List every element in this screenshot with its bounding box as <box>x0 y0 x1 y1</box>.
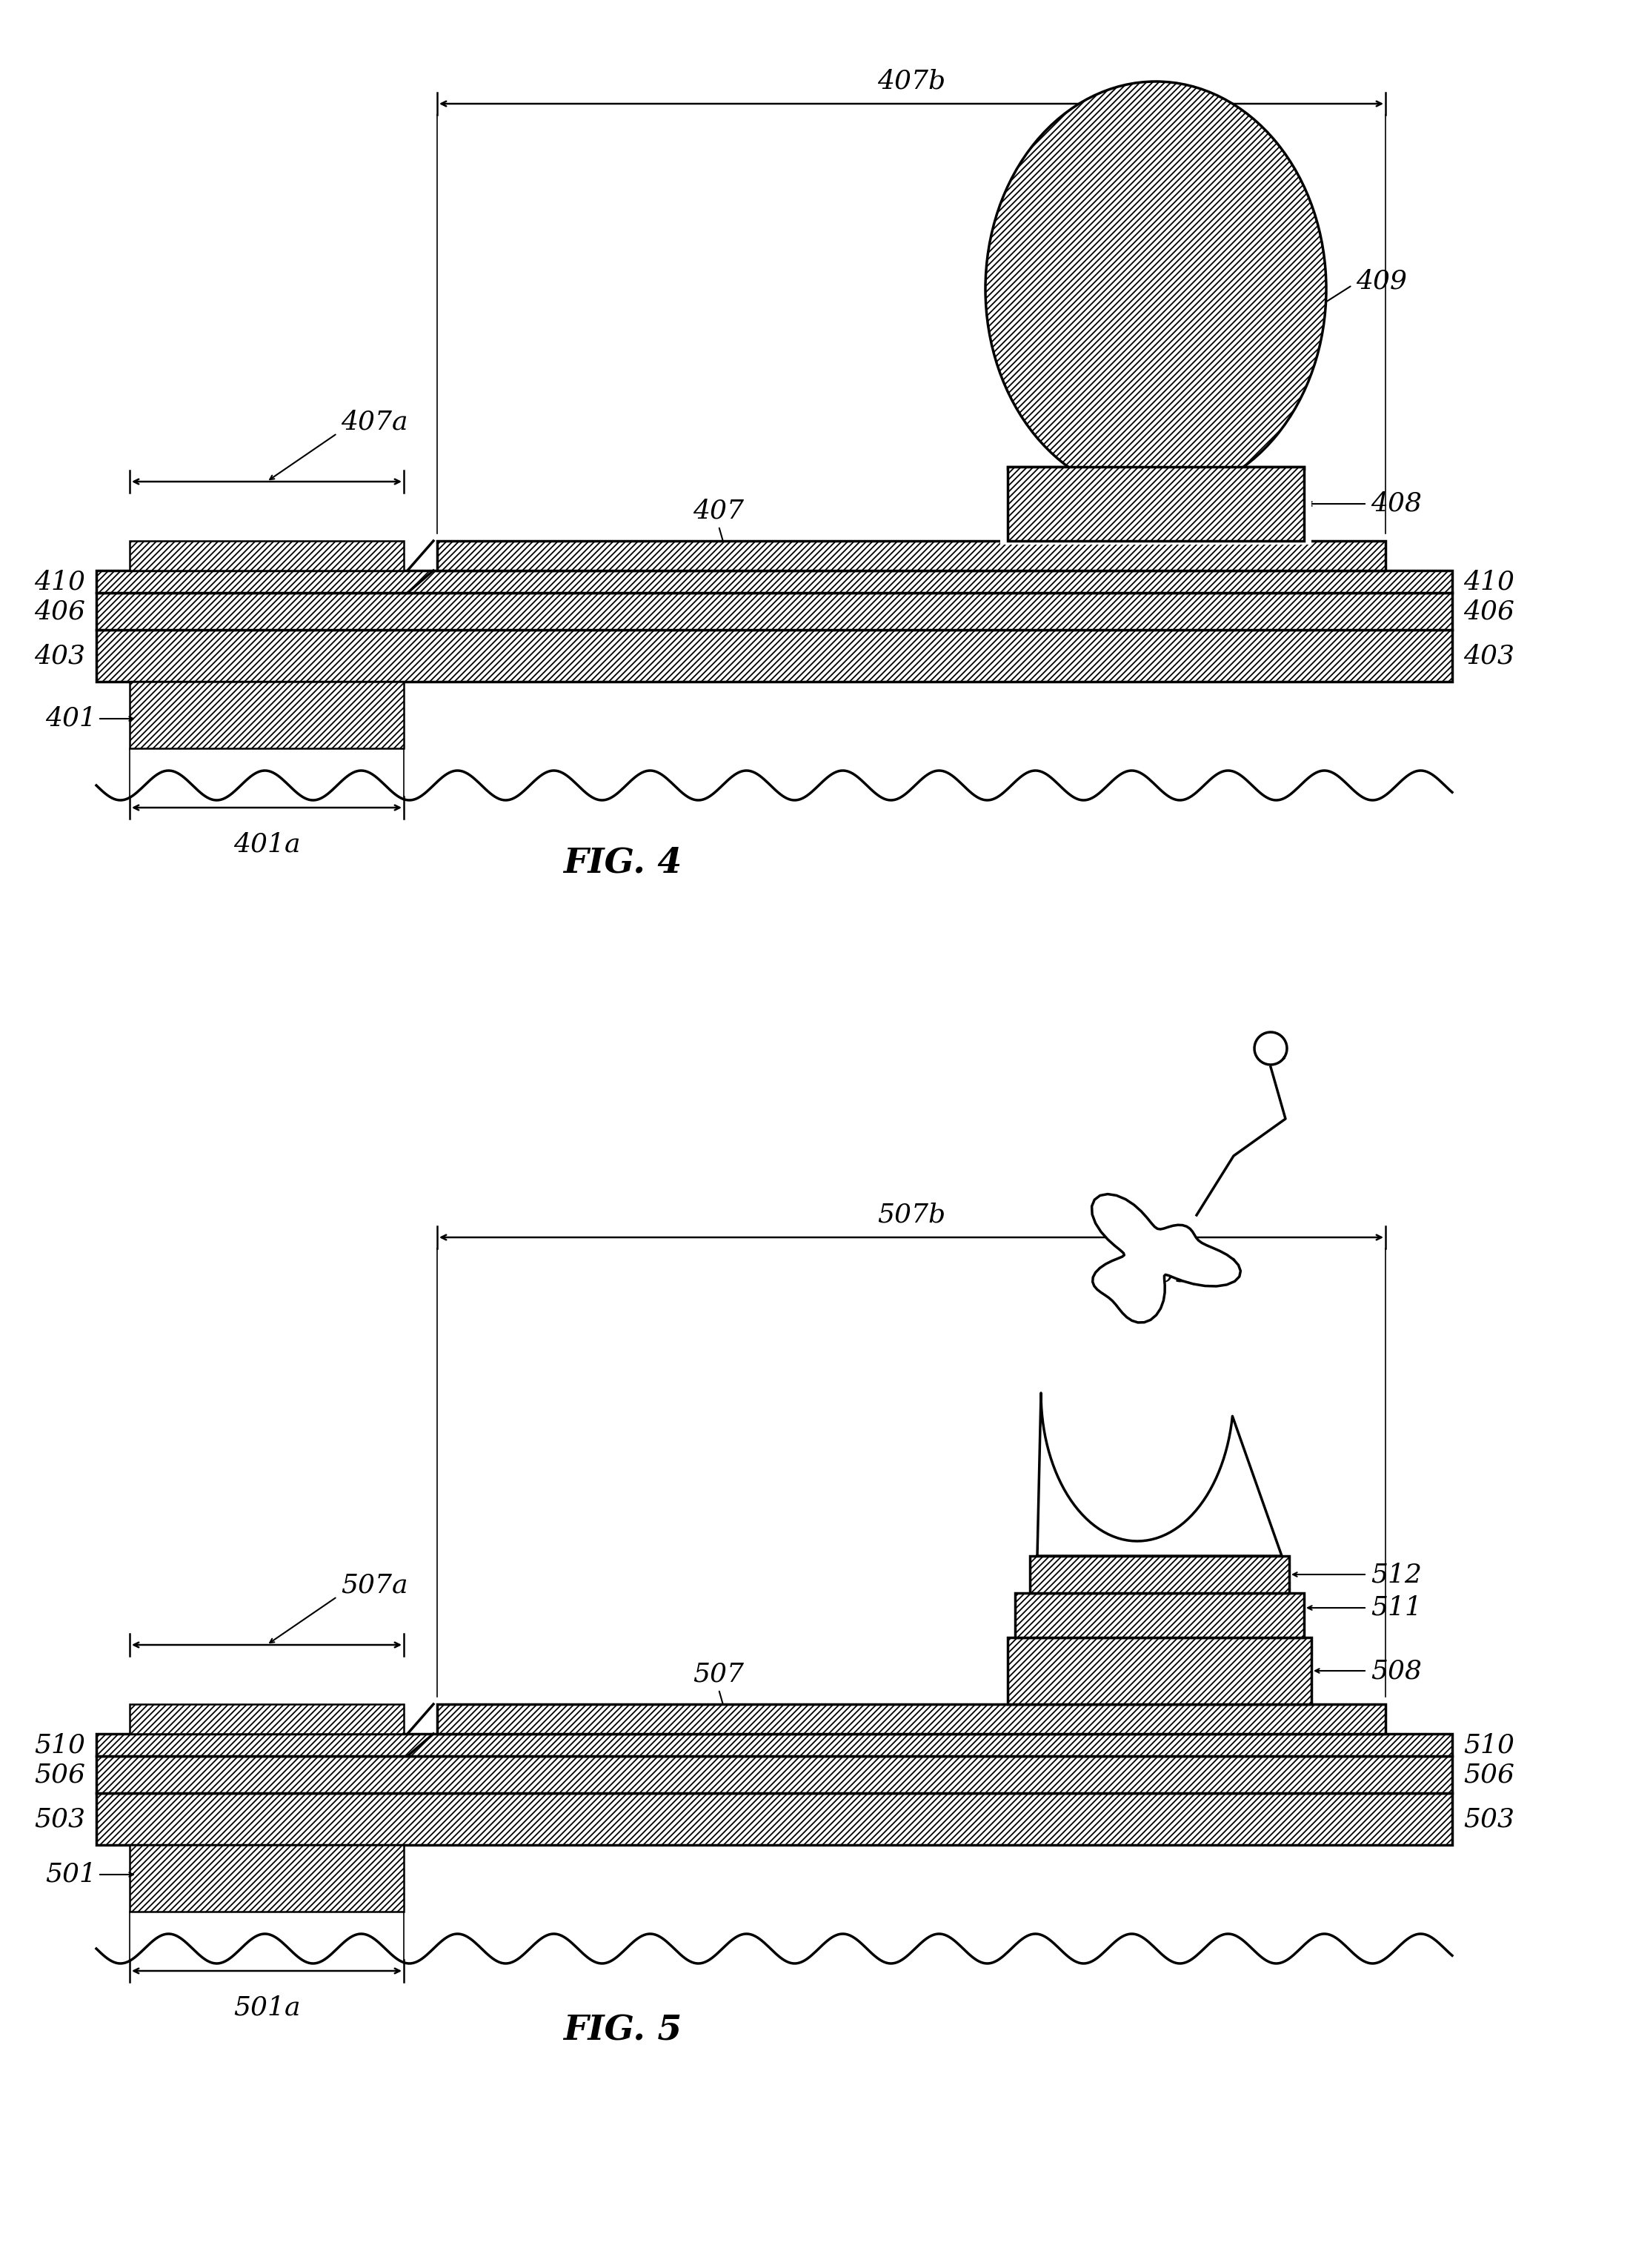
Polygon shape <box>1092 1193 1240 1322</box>
Text: 401a: 401a <box>233 832 300 857</box>
Text: 410: 410 <box>1464 569 1514 594</box>
Text: FIG. 5: FIG. 5 <box>562 2014 681 2048</box>
Bar <box>437 540 1386 572</box>
Text: 407: 407 <box>693 499 745 524</box>
Text: 511: 511 <box>1371 1594 1421 1619</box>
Bar <box>130 540 404 572</box>
Text: 506: 506 <box>1464 1762 1514 1787</box>
Bar <box>1007 467 1304 540</box>
Text: 403: 403 <box>34 644 85 669</box>
Text: 507: 507 <box>693 1662 745 1687</box>
Text: 501: 501 <box>46 1862 96 1887</box>
Bar <box>130 683 404 748</box>
Bar <box>130 1703 404 1733</box>
Text: 410: 410 <box>34 569 85 594</box>
Text: 510: 510 <box>34 1733 85 1758</box>
Text: 403: 403 <box>1464 644 1514 669</box>
Polygon shape <box>1037 1393 1281 1556</box>
Text: 507b: 507b <box>877 1202 945 1227</box>
Bar <box>437 1703 1386 1733</box>
Text: 401: 401 <box>46 705 96 730</box>
Bar <box>96 572 1452 592</box>
Bar <box>404 540 437 592</box>
Text: 501a: 501a <box>233 1996 300 2021</box>
Ellipse shape <box>986 82 1327 497</box>
Bar <box>96 1733 1452 1755</box>
Bar <box>1007 467 1304 540</box>
Bar <box>96 631 1452 683</box>
Text: 406: 406 <box>34 599 85 624</box>
Text: 407a: 407a <box>341 411 408 435</box>
Bar <box>96 1755 1452 1794</box>
Text: 509: 509 <box>1141 1261 1192 1286</box>
Text: 408: 408 <box>1371 492 1421 517</box>
Text: 506: 506 <box>34 1762 85 1787</box>
Bar <box>96 1794 1452 1844</box>
Bar <box>130 1844 404 1912</box>
Text: 508: 508 <box>1371 1658 1421 1683</box>
Text: 512: 512 <box>1371 1563 1421 1588</box>
Bar <box>1001 469 1312 544</box>
Text: 507a: 507a <box>341 1574 408 1599</box>
Bar <box>1030 1556 1289 1592</box>
Text: 510: 510 <box>1464 1733 1514 1758</box>
Text: 409: 409 <box>1356 270 1407 295</box>
Text: 407b: 407b <box>877 68 945 93</box>
Text: 406: 406 <box>1464 599 1514 624</box>
Bar <box>96 592 1452 631</box>
Bar <box>404 1703 437 1755</box>
Bar <box>1015 1592 1304 1637</box>
Text: FIG. 4: FIG. 4 <box>562 846 681 880</box>
Bar <box>1007 1637 1312 1703</box>
Text: 503: 503 <box>34 1805 85 1833</box>
Text: 503: 503 <box>1464 1805 1514 1833</box>
